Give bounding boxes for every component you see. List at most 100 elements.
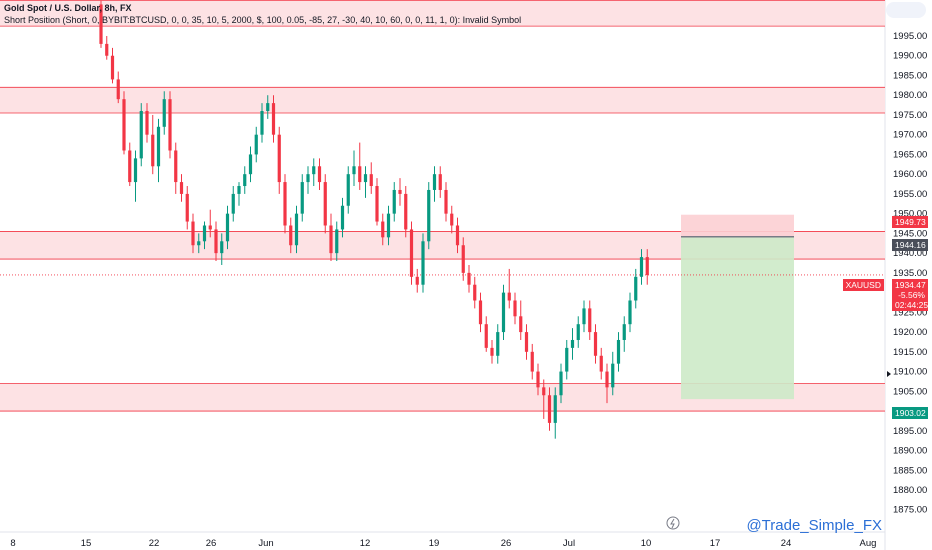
candle-body-48 xyxy=(375,186,379,222)
time-tick-label: 22 xyxy=(149,538,160,549)
candle-body-43 xyxy=(346,174,350,206)
lightning-icon xyxy=(670,518,675,529)
entry-price-tag: 1944.16 xyxy=(892,239,928,251)
candle-body-8 xyxy=(145,111,149,135)
price-tick-label: 1950.00 xyxy=(893,209,927,220)
sr-zone-1 xyxy=(0,87,885,113)
chart-options-pill[interactable] xyxy=(886,2,926,18)
change-tag: -5.56% xyxy=(892,289,928,301)
price-tick-label: 1915.00 xyxy=(893,347,927,358)
time-tick-label: Jun xyxy=(258,538,273,549)
candle-body-82 xyxy=(570,339,575,348)
candle-body-88 xyxy=(605,371,609,388)
candle-body-0 xyxy=(99,4,103,44)
candle-body-72 xyxy=(513,300,517,317)
price-tick-label: 1955.00 xyxy=(893,189,927,200)
candle-body-56 xyxy=(421,241,425,285)
candle-body-22 xyxy=(225,213,230,242)
candle-body-67 xyxy=(484,324,488,348)
candle-body-79 xyxy=(553,395,557,423)
candle-body-3 xyxy=(116,79,120,100)
candle-body-27 xyxy=(254,134,258,155)
candle-body-51 xyxy=(392,189,396,214)
candle-body-49 xyxy=(381,221,385,238)
candle-body-80 xyxy=(559,371,563,396)
position-stop-box xyxy=(681,214,794,237)
price-tick-label: 1985.00 xyxy=(893,70,927,81)
candle-body-53 xyxy=(404,193,408,230)
price-tick-label: 1990.00 xyxy=(893,51,927,62)
price-tick-label: 1920.00 xyxy=(893,327,927,338)
candle-body-73 xyxy=(519,316,523,333)
candle-body-86 xyxy=(593,332,598,356)
price-tick-label: 1980.00 xyxy=(893,90,927,101)
candle-body-25 xyxy=(243,174,247,187)
candle-body-94 xyxy=(639,257,644,277)
price-tick-label: 1960.00 xyxy=(893,169,927,180)
candle-body-57 xyxy=(427,189,431,242)
candle-body-38 xyxy=(317,166,322,183)
candle-body-55 xyxy=(415,276,419,285)
candle-body-4 xyxy=(122,99,126,151)
candle-body-34 xyxy=(294,213,299,246)
candle-body-20 xyxy=(214,229,218,254)
candle-body-26 xyxy=(248,154,253,175)
time-tick-label: 26 xyxy=(206,538,217,549)
indicator-label: Short Position (Short, 0, BYBIT:BTCUSD, … xyxy=(4,15,522,25)
symbol-tag: XAUUSD xyxy=(842,279,884,291)
position-target-box xyxy=(681,236,794,400)
candle-body-75 xyxy=(530,351,534,372)
candle-body-39 xyxy=(323,182,327,226)
candle-body-29 xyxy=(266,103,270,112)
candle-body-18 xyxy=(202,225,207,242)
axis-arrow-icon xyxy=(887,371,891,377)
candle-body-13 xyxy=(174,150,178,183)
candle-body-50 xyxy=(386,213,391,238)
candle-body-15 xyxy=(185,193,189,222)
candle-body-76 xyxy=(536,371,540,388)
candle-body-62 xyxy=(455,225,460,246)
price-tick-label: 1925.00 xyxy=(893,307,927,318)
last-price-tag: 1934.47 xyxy=(892,279,928,291)
candle-body-11 xyxy=(162,99,166,127)
candle-body-64 xyxy=(467,272,471,285)
candle-body-21 xyxy=(220,241,224,254)
candle-body-17 xyxy=(197,241,201,246)
price-tick-label: 1995.00 xyxy=(893,31,927,42)
candle-body-23 xyxy=(231,193,235,214)
candle-body-70 xyxy=(501,292,506,333)
candle-body-12 xyxy=(168,99,172,151)
candle-body-36 xyxy=(306,174,310,183)
time-tick-label: 12 xyxy=(360,538,371,549)
time-tick-label: 19 xyxy=(429,538,440,549)
candle-body-91 xyxy=(622,324,626,340)
price-tick-label: 1940.00 xyxy=(893,248,927,259)
price-tick-label: 1970.00 xyxy=(893,130,927,141)
candle-body-6 xyxy=(133,158,138,183)
candle-body-16 xyxy=(191,221,195,246)
candle-body-54 xyxy=(409,229,414,277)
time-tick-label: Aug xyxy=(860,538,877,549)
price-tick-label: 1965.00 xyxy=(893,149,927,160)
candle-body-35 xyxy=(300,182,304,214)
candle-body-32 xyxy=(283,182,287,226)
candle-body-74 xyxy=(524,332,529,352)
candle-body-37 xyxy=(312,166,316,175)
candle-body-60 xyxy=(444,189,448,214)
time-tick-label: 8 xyxy=(10,538,15,549)
candle-body-14 xyxy=(179,182,184,194)
candle-body-78 xyxy=(547,395,552,423)
candle-body-30 xyxy=(271,103,276,135)
event-marker-icon xyxy=(666,516,680,530)
candle-body-87 xyxy=(599,355,603,372)
price-tick-label: 1945.00 xyxy=(893,228,927,239)
time-tick-label: Jul xyxy=(563,538,575,549)
price-tick-label: 1890.00 xyxy=(893,446,927,457)
candle-body-92 xyxy=(628,300,632,325)
sr-zone-0 xyxy=(0,0,885,27)
time-tick-label: 17 xyxy=(710,538,721,549)
candle-body-44 xyxy=(352,166,356,175)
time-tick-label: 26 xyxy=(501,538,512,549)
candle-body-42 xyxy=(340,205,345,230)
